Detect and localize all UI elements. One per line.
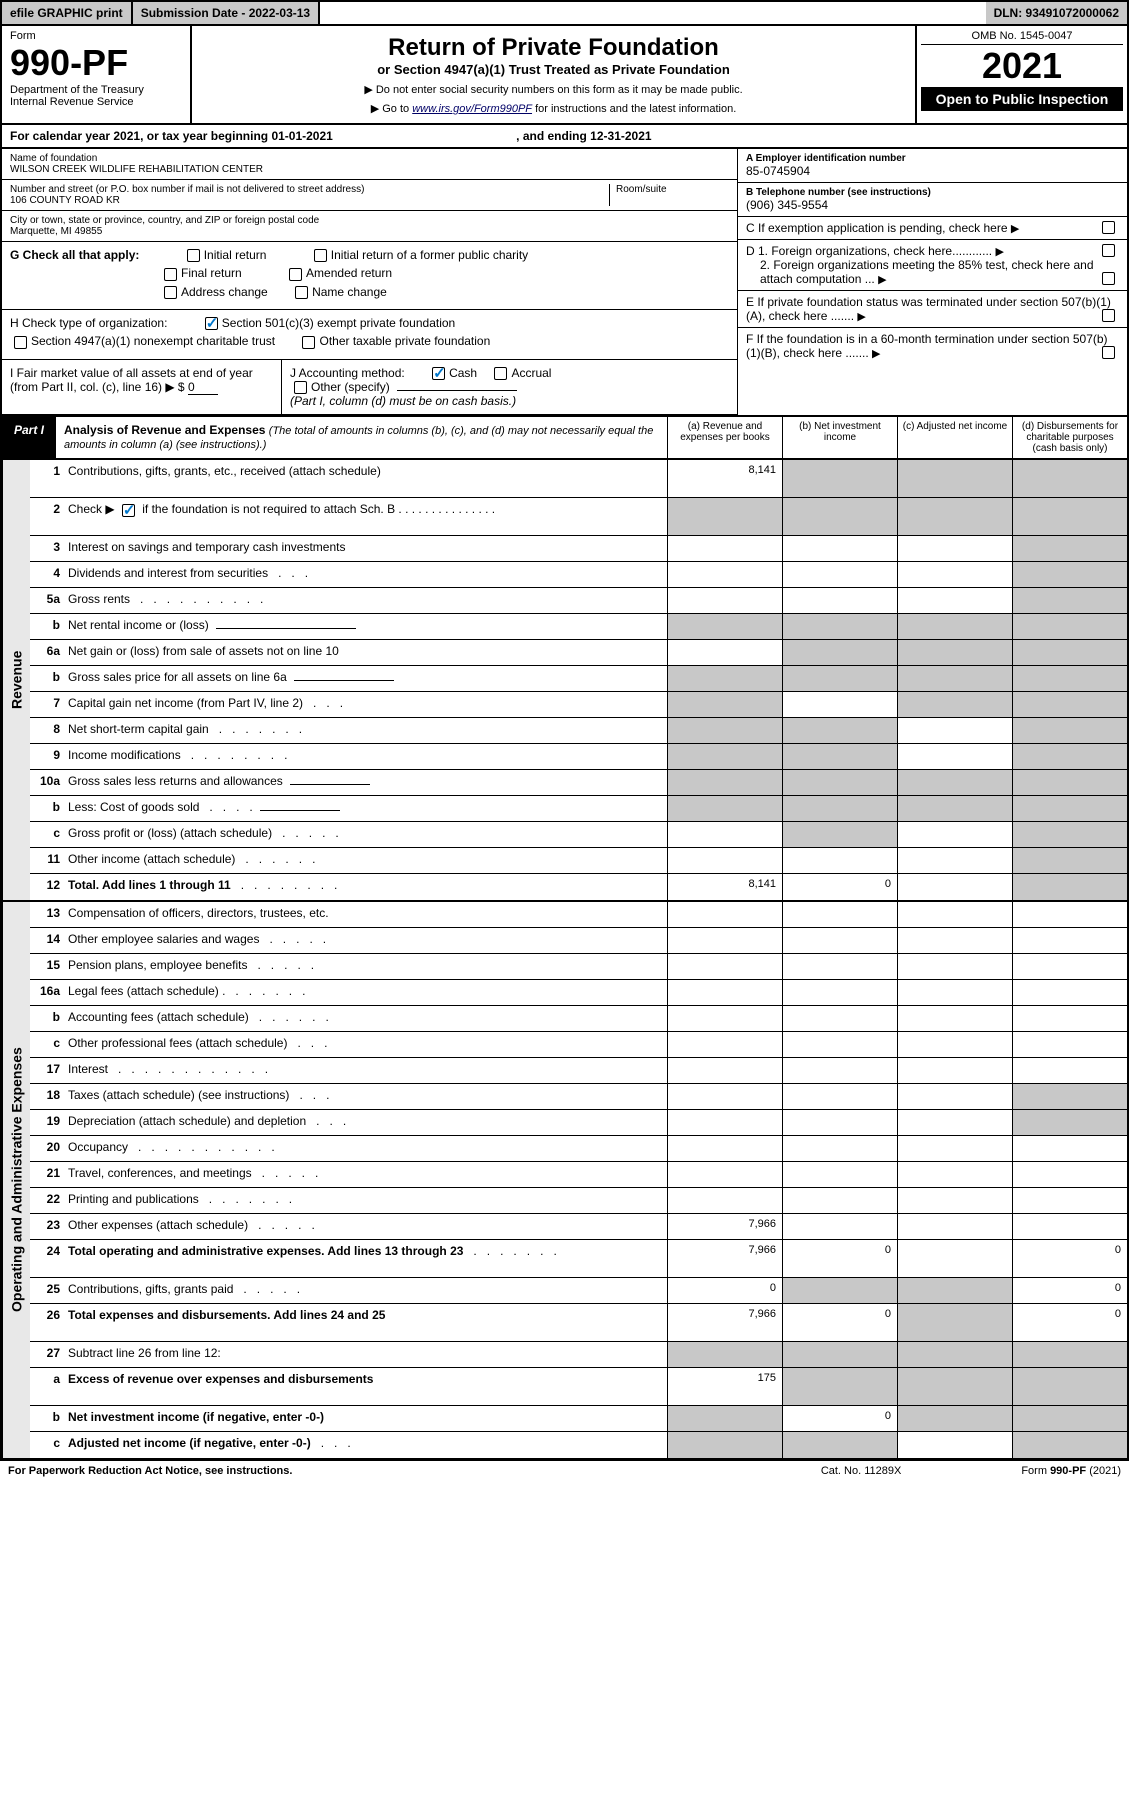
irs: Internal Revenue Service xyxy=(10,96,182,108)
calendar-year-line: For calendar year 2021, or tax year begi… xyxy=(0,125,1129,149)
c-label: C If exemption application is pending, c… xyxy=(746,221,1008,235)
f-label: F If the foundation is in a 60-month ter… xyxy=(746,332,1108,360)
form-number: 990-PF xyxy=(10,42,182,84)
schb-cb[interactable] xyxy=(122,504,135,517)
part1-header: Part I Analysis of Revenue and Expenses … xyxy=(0,417,1129,460)
cash-cb[interactable] xyxy=(432,367,445,380)
tel-label: B Telephone number (see instructions) xyxy=(746,187,1119,198)
d1-label: D 1. Foreign organizations, check here..… xyxy=(746,244,992,258)
e-cb[interactable] xyxy=(1102,309,1115,322)
address: 106 COUNTY ROAD KR xyxy=(10,195,609,206)
d1-cb[interactable] xyxy=(1102,244,1115,257)
form-subtitle: or Section 4947(a)(1) Trust Treated as P… xyxy=(200,62,907,77)
expenses-table: Operating and Administrative Expenses 13… xyxy=(0,902,1129,1460)
amended-cb[interactable] xyxy=(289,268,302,281)
d2-label: 2. Foreign organizations meeting the 85%… xyxy=(760,258,1094,286)
other-taxable-cb[interactable] xyxy=(302,336,315,349)
accrual-cb[interactable] xyxy=(494,367,507,380)
col-c: (c) Adjusted net income xyxy=(897,417,1012,458)
col-b: (b) Net investment income xyxy=(782,417,897,458)
f-cb[interactable] xyxy=(1102,346,1115,359)
revenue-table: Revenue 1Contributions, gifts, grants, e… xyxy=(0,460,1129,902)
c-cb[interactable] xyxy=(1102,221,1115,234)
footer-right: Form 990-PF (2021) xyxy=(1021,1465,1121,1477)
revenue-side: Revenue xyxy=(2,460,30,900)
telephone: (906) 345-9554 xyxy=(746,198,1119,212)
part1-label: Part I xyxy=(2,417,56,458)
foundation-name: WILSON CREEK WILDLIFE REHABILITATION CEN… xyxy=(10,164,729,175)
d2-cb[interactable] xyxy=(1102,272,1115,285)
ein-label: A Employer identification number xyxy=(746,153,1119,164)
footer-left: For Paperwork Reduction Act Notice, see … xyxy=(8,1465,821,1477)
initial-former-cb[interactable] xyxy=(314,249,327,262)
dln: DLN: 93491072000062 xyxy=(986,2,1127,24)
room-label: Room/suite xyxy=(616,184,729,195)
dept: Department of the Treasury xyxy=(10,84,182,96)
ein: 85-0745904 xyxy=(746,164,1119,178)
501c3-cb[interactable] xyxy=(205,317,218,330)
footer-mid: Cat. No. 11289X xyxy=(821,1465,902,1477)
name-change-cb[interactable] xyxy=(295,286,308,299)
city-label: City or town, state or province, country… xyxy=(10,215,729,226)
addr-change-cb[interactable] xyxy=(164,286,177,299)
form-word: Form xyxy=(10,30,182,42)
note-1: ▶ Do not enter social security numbers o… xyxy=(200,83,907,96)
name-label: Name of foundation xyxy=(10,153,729,164)
fmv-value: 0 xyxy=(188,380,218,395)
4947-cb[interactable] xyxy=(14,336,27,349)
omb-number: OMB No. 1545-0047 xyxy=(921,30,1123,45)
j-label: J Accounting method: xyxy=(290,366,405,380)
e-label: E If private foundation status was termi… xyxy=(746,295,1111,323)
note-2: ▶ Go to www.irs.gov/Form990PF for instru… xyxy=(371,103,737,115)
submission-date: Submission Date - 2022-03-13 xyxy=(133,2,320,24)
initial-return-cb[interactable] xyxy=(187,249,200,262)
part1-title: Analysis of Revenue and Expenses xyxy=(64,423,265,437)
h-checks: H Check type of organization: Section 50… xyxy=(2,310,737,360)
instructions-link[interactable]: www.irs.gov/Form990PF xyxy=(412,103,532,115)
addr-label: Number and street (or P.O. box number if… xyxy=(10,184,609,195)
form-title: Return of Private Foundation xyxy=(200,34,907,62)
open-inspection: Open to Public Inspection xyxy=(921,87,1123,111)
expenses-side: Operating and Administrative Expenses xyxy=(2,902,30,1458)
col-d: (d) Disbursements for charitable purpose… xyxy=(1012,417,1127,458)
j-note: (Part I, column (d) must be on cash basi… xyxy=(290,394,516,408)
top-bar: efile GRAPHIC print Submission Date - 20… xyxy=(0,0,1129,26)
tax-year: 2021 xyxy=(921,45,1123,87)
page-footer: For Paperwork Reduction Act Notice, see … xyxy=(0,1460,1129,1481)
final-return-cb[interactable] xyxy=(164,268,177,281)
city: Marquette, MI 49855 xyxy=(10,226,729,237)
col-a: (a) Revenue and expenses per books xyxy=(667,417,782,458)
other-method-cb[interactable] xyxy=(294,381,307,394)
efile-label[interactable]: efile GRAPHIC print xyxy=(2,2,133,24)
g-checks: G Check all that apply: Initial return I… xyxy=(2,242,737,310)
entity-info: Name of foundation WILSON CREEK WILDLIFE… xyxy=(0,149,1129,417)
form-header: Form 990-PF Department of the Treasury I… xyxy=(0,26,1129,125)
